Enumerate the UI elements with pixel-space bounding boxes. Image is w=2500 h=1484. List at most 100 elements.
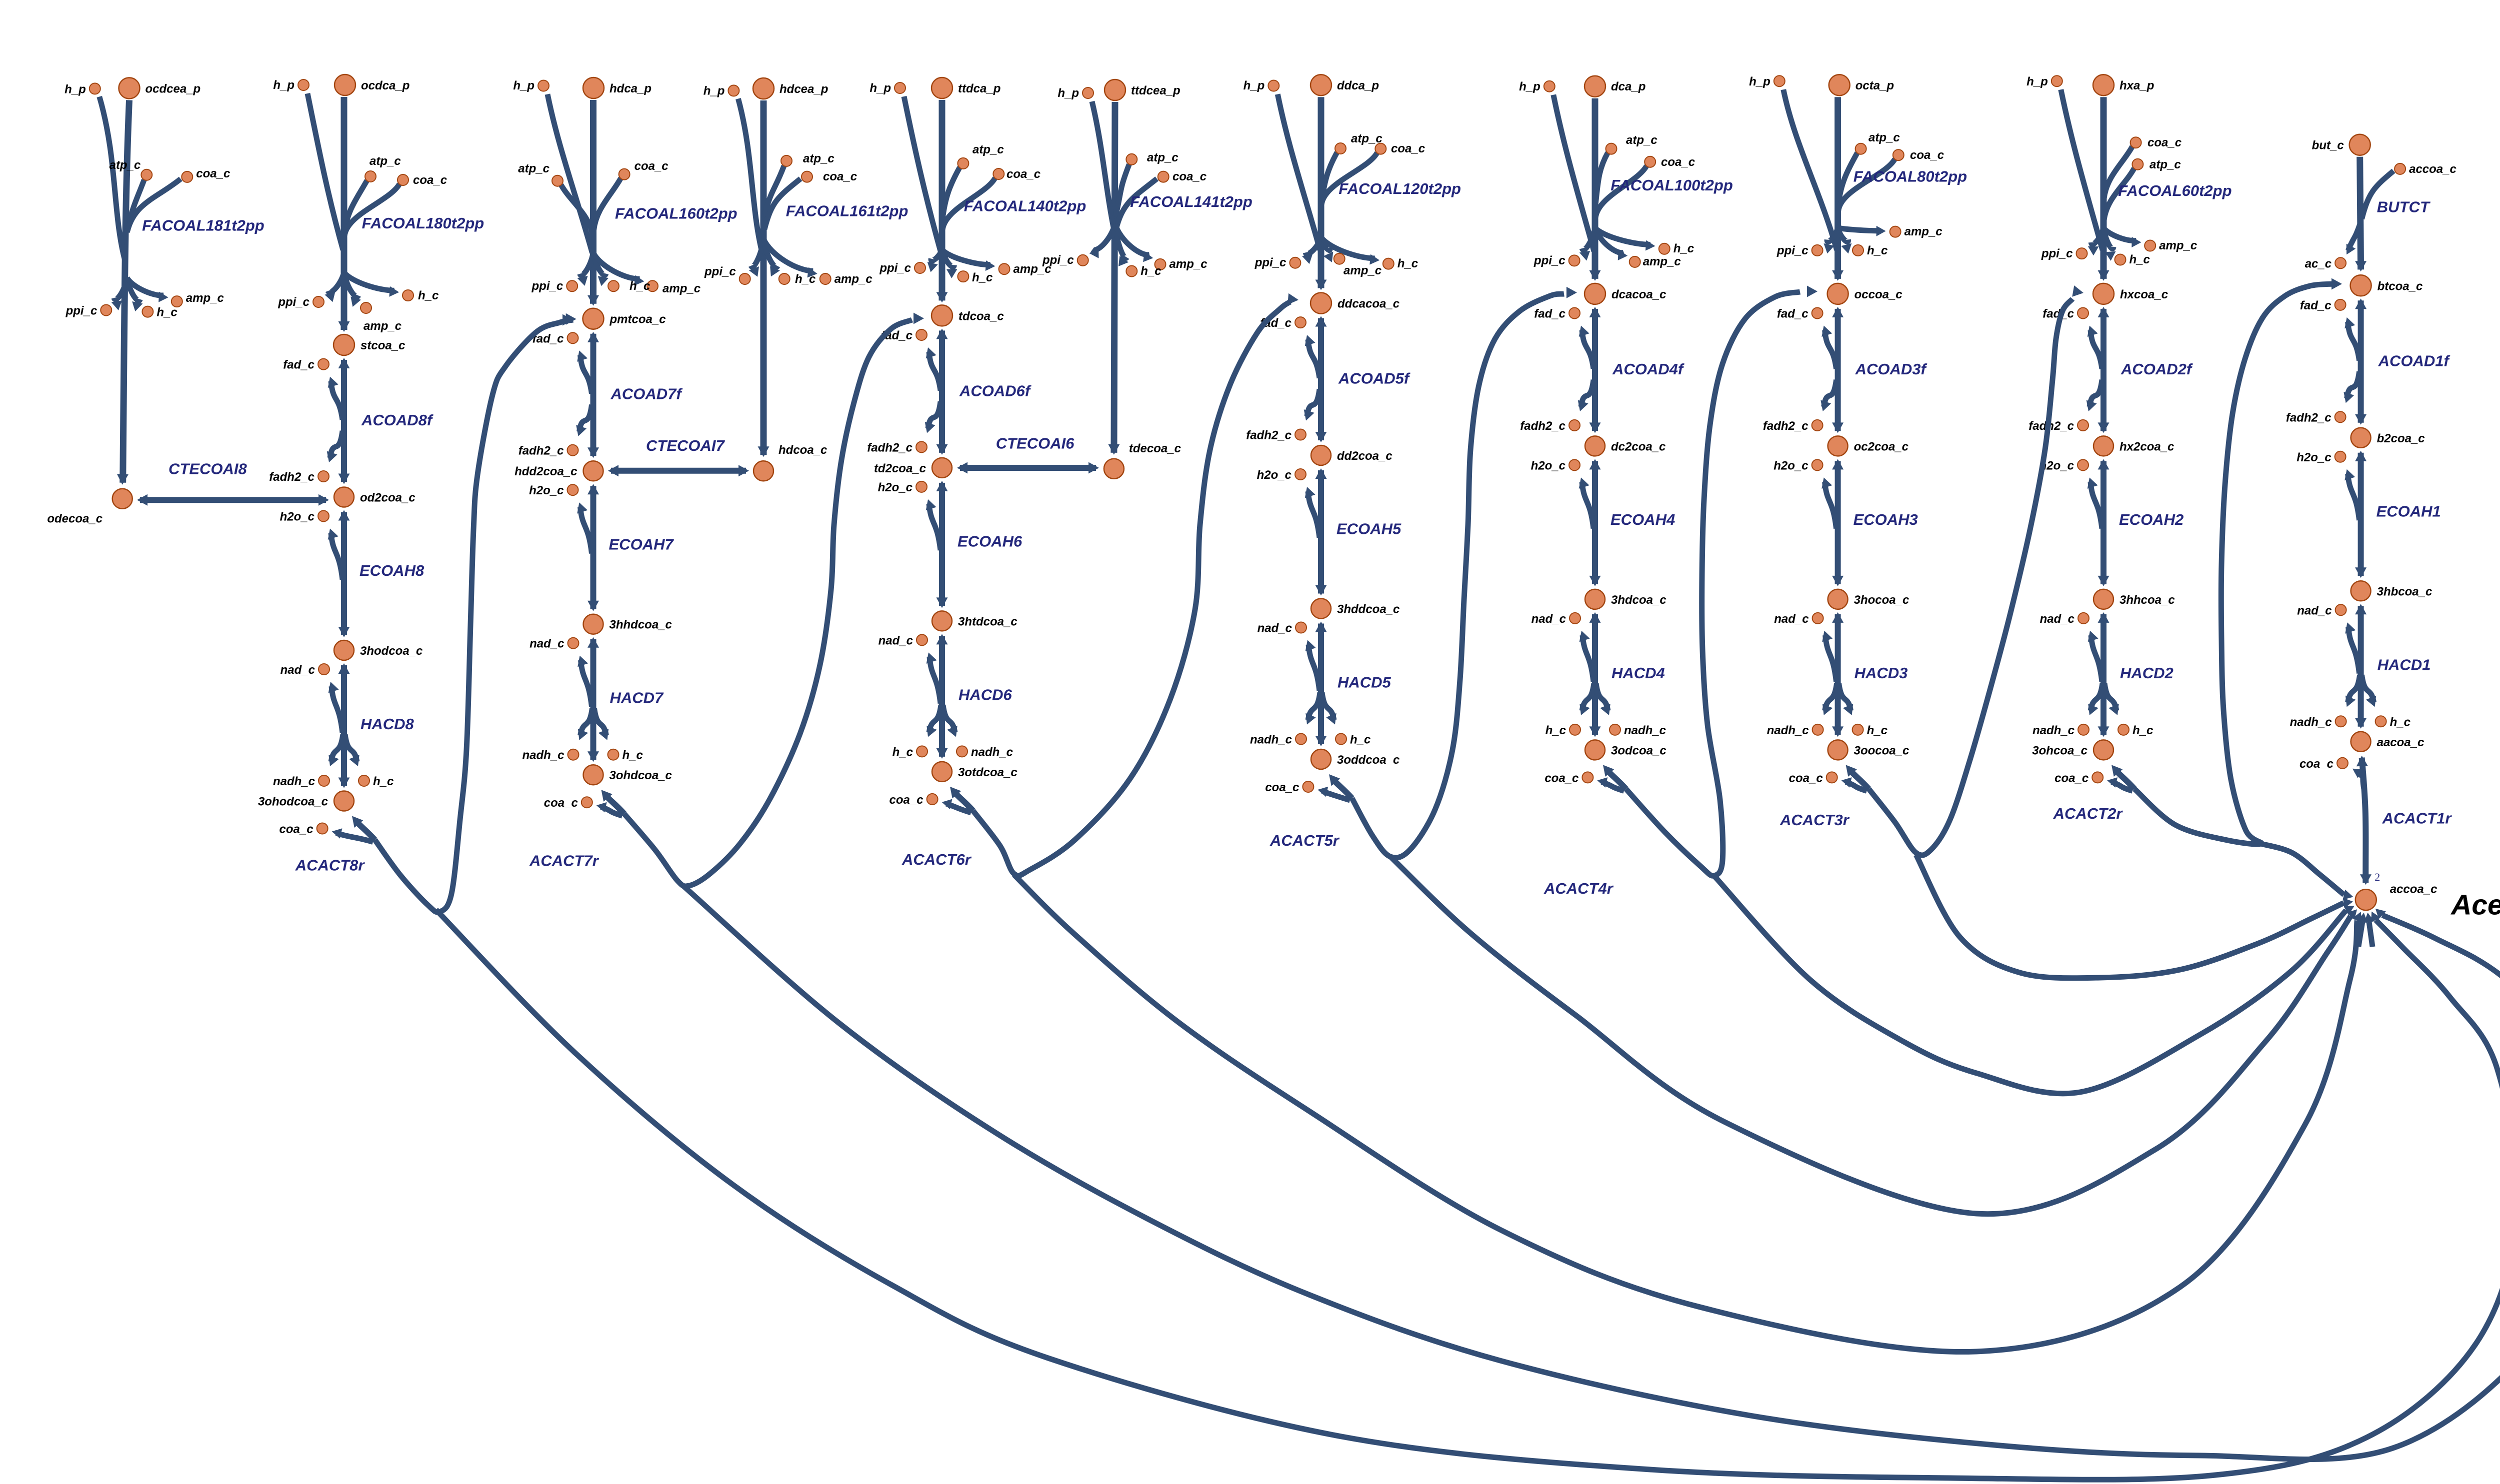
svg-text:ECOAH3: ECOAH3 [1854, 511, 1918, 528]
svg-text:h_c: h_c [622, 749, 643, 762]
svg-text:coa_c: coa_c [823, 170, 857, 183]
svg-text:ac_c: ac_c [2305, 257, 2332, 270]
svg-text:3hbcoa_c: 3hbcoa_c [2377, 585, 2432, 598]
svg-text:coa_c: coa_c [1544, 771, 1578, 785]
svg-text:coa_c: coa_c [1172, 170, 1206, 183]
svg-text:BUTCT: BUTCT [2377, 198, 2431, 216]
svg-text:h_c: h_c [1546, 724, 1566, 737]
svg-text:fadh2_c: fadh2_c [1246, 429, 1292, 442]
svg-text:tdcoa_c: tdcoa_c [958, 309, 1004, 323]
svg-text:coa_c: coa_c [1265, 781, 1299, 794]
svg-text:3hhdcoa_c: 3hhdcoa_c [610, 618, 672, 632]
svg-text:fadh2_c: fadh2_c [2028, 419, 2074, 433]
svg-text:HACD5: HACD5 [1338, 674, 1392, 691]
svg-text:ACOAD4f: ACOAD4f [1612, 360, 1684, 378]
svg-text:amp_c: amp_c [1170, 257, 1208, 271]
svg-text:3otdcoa_c: 3otdcoa_c [958, 766, 1018, 779]
svg-text:tdecoa_c: tdecoa_c [1129, 442, 1181, 455]
svg-text:ECOAH2: ECOAH2 [2119, 511, 2184, 528]
svg-text:2: 2 [2374, 871, 2380, 883]
svg-text:h_c: h_c [1867, 724, 1888, 737]
svg-text:ACOAD8f: ACOAD8f [361, 411, 434, 429]
svg-text:amp_c: amp_c [1904, 225, 1942, 238]
svg-text:ocdca_p: ocdca_p [361, 79, 410, 92]
svg-text:coa_c: coa_c [2054, 771, 2088, 785]
svg-text:h_c: h_c [1140, 264, 1161, 278]
svg-text:amp_c: amp_c [1344, 264, 1382, 277]
svg-text:atp_c: atp_c [1626, 133, 1658, 147]
svg-text:coa_c: coa_c [413, 173, 447, 187]
svg-text:HACD3: HACD3 [1854, 664, 1908, 682]
svg-text:FACOAL140t2pp: FACOAL140t2pp [964, 197, 1086, 215]
svg-text:HACD8: HACD8 [360, 715, 414, 733]
svg-text:atp_c: atp_c [370, 154, 401, 168]
svg-text:hxa_p: hxa_p [2120, 79, 2154, 92]
svg-text:nadh_c: nadh_c [522, 749, 564, 762]
svg-text:atp_c: atp_c [2150, 158, 2181, 171]
svg-text:coa_c: coa_c [1661, 155, 1695, 169]
svg-text:ACACT1r: ACACT1r [2382, 809, 2452, 827]
svg-text:h_c: h_c [1867, 244, 1888, 257]
svg-text:FACOAL160t2pp: FACOAL160t2pp [615, 205, 738, 222]
svg-text:ECOAH8: ECOAH8 [360, 562, 424, 579]
svg-text:FACOAL180t2pp: FACOAL180t2pp [362, 214, 484, 232]
svg-text:h_c: h_c [972, 271, 992, 284]
svg-text:nad_c: nad_c [1774, 612, 1808, 626]
svg-text:dca_p: dca_p [1611, 80, 1646, 93]
svg-text:atp_c: atp_c [1351, 132, 1382, 145]
svg-text:coa_c: coa_c [2300, 757, 2334, 771]
svg-text:atp_c: atp_c [110, 158, 141, 172]
svg-text:h_c: h_c [418, 289, 438, 302]
svg-text:3ohcoa_c: 3ohcoa_c [2032, 744, 2088, 757]
svg-text:h2o_c: h2o_c [1257, 468, 1292, 482]
svg-text:h2o_c: h2o_c [280, 510, 314, 524]
svg-text:but_c: but_c [2312, 139, 2344, 152]
svg-text:amp_c: amp_c [2159, 239, 2197, 252]
svg-text:h_c: h_c [2130, 253, 2150, 266]
svg-text:occoa_c: occoa_c [1854, 288, 1902, 301]
svg-text:h_c: h_c [156, 306, 177, 319]
svg-text:atp_c: atp_c [1868, 131, 1900, 144]
svg-text:fadh2_c: fadh2_c [518, 444, 564, 458]
svg-text:ACOAD2f: ACOAD2f [2120, 360, 2193, 378]
svg-text:h_p: h_p [1749, 75, 1770, 88]
svg-text:h_p: h_p [870, 81, 891, 95]
svg-text:3odcoa_c: 3odcoa_c [1611, 744, 1666, 757]
svg-text:h2o_c: h2o_c [1531, 459, 1566, 472]
svg-text:h2o_c: h2o_c [878, 481, 912, 494]
svg-text:FACOAL141t2pp: FACOAL141t2pp [1130, 193, 1252, 210]
svg-text:accoa_c: accoa_c [2390, 882, 2438, 896]
svg-text:Acetyl-CoA: Acetyl-CoA [2450, 889, 2500, 921]
svg-text:nadh_c: nadh_c [1250, 733, 1292, 747]
svg-text:FACOAL181t2pp: FACOAL181t2pp [142, 217, 264, 234]
svg-text:FACOAL100t2pp: FACOAL100t2pp [1610, 176, 1733, 194]
svg-text:fadh2_c: fadh2_c [867, 441, 912, 454]
svg-text:3ohdcoa_c: 3ohdcoa_c [610, 769, 672, 782]
svg-text:dc2coa_c: dc2coa_c [1611, 440, 1666, 453]
svg-text:3htdcoa_c: 3htdcoa_c [958, 615, 1018, 628]
svg-text:h_p: h_p [1519, 80, 1540, 93]
svg-text:ECOAH4: ECOAH4 [1610, 511, 1675, 528]
svg-text:h_c: h_c [630, 279, 650, 293]
svg-text:coa_c: coa_c [2148, 136, 2182, 149]
svg-text:nad_c: nad_c [280, 663, 315, 677]
svg-text:ACOAD5f: ACOAD5f [1338, 370, 1410, 387]
svg-text:ttdca_p: ttdca_p [958, 82, 1000, 95]
svg-text:ACOAD1f: ACOAD1f [2378, 352, 2450, 369]
svg-text:nadh_c: nadh_c [2032, 724, 2074, 737]
svg-text:coa_c: coa_c [1789, 771, 1823, 785]
svg-text:ACOAD6f: ACOAD6f [959, 382, 1032, 399]
svg-text:h_p: h_p [513, 79, 534, 92]
svg-text:atp_c: atp_c [972, 143, 1004, 156]
svg-text:coa_c: coa_c [1910, 148, 1944, 162]
svg-text:hdca_p: hdca_p [610, 82, 652, 95]
svg-text:ppi_c: ppi_c [704, 265, 736, 278]
svg-text:ACACT6r: ACACT6r [902, 851, 972, 868]
svg-text:amp_c: amp_c [1643, 255, 1681, 268]
svg-text:h_c: h_c [2132, 724, 2153, 737]
svg-text:atp_c: atp_c [1147, 151, 1178, 164]
svg-text:h_p: h_p [1058, 86, 1079, 100]
svg-text:btcoa_c: btcoa_c [2378, 279, 2423, 293]
svg-text:h2o_c: h2o_c [2296, 451, 2331, 464]
svg-text:coa_c: coa_c [280, 823, 314, 836]
